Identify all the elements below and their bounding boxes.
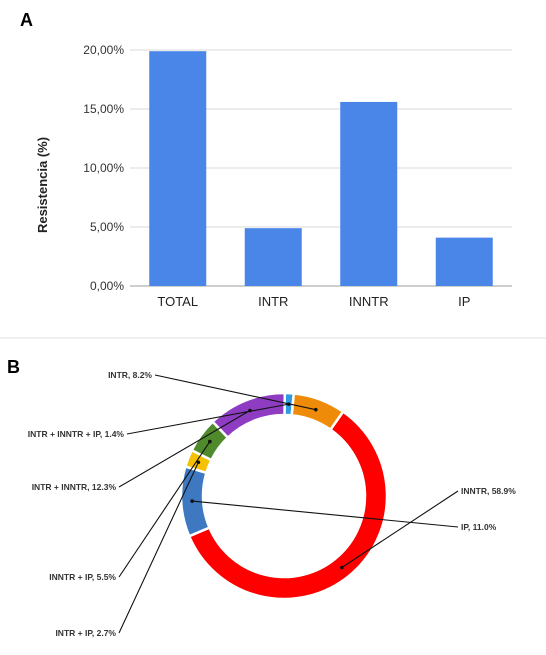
leader-dot [340,565,344,570]
bars [149,51,493,287]
leader-dot [208,439,212,444]
leader-line [154,374,316,411]
leader-dot [196,460,201,465]
bar-chart: A Resistencia (%) 0,00% 5,00% 10,00% 15,00%… [20,10,512,309]
y-tick-label: 15,00% [83,102,124,116]
category-label-total: TOTAL [157,294,198,309]
bar-ip [435,237,493,286]
y-tick-labels: 0,00% 5,00% 10,00% 15,00% 20,00% [83,43,124,293]
slice-labels: INNTR, 58.9% IP, 11.0% INTR + IP, 2.7% INNT… [28,370,516,638]
leader-lines [118,374,459,634]
category-labels: TOTAL INTR INNTR IP [157,294,470,309]
y-tick-label: 0,00% [90,279,124,293]
slice-label-ip: IP, 11.0% [461,522,497,532]
donut-slice-intr [290,392,345,432]
leader-dot [190,499,194,503]
bar-intr [244,228,302,286]
y-axis-label: Resistencia (%) [35,137,50,233]
leader-dot [314,407,318,412]
donut-slices [179,391,389,601]
y-tick-label: 5,00% [90,220,124,234]
category-label-inntr: INNTR [349,294,389,309]
y-tick-label: 20,00% [83,43,124,57]
panel-label-b: B [7,357,20,377]
slice-label-inntr-ip: INNTR + IP, 5.5% [49,572,116,582]
slice-label-intr-inntr: INTR + INNTR, 12.3% [32,482,117,492]
leader-line [118,441,211,578]
leader-line [126,403,289,435]
leader-line [341,490,459,568]
leader-line [118,410,251,488]
donut-slice-intr-inntr [210,391,287,440]
y-tick-label: 10,00% [83,161,124,175]
category-label-ip: IP [458,294,470,309]
donut-chart: B INNTR, 58.9%IP, 11.0%INTR + IP, 2.7%IN… [7,357,516,638]
category-label-intr: INTR [258,294,288,309]
leader-line [192,500,459,528]
slice-label-inntr: INNTR, 58.9% [461,486,516,496]
bar-total [149,51,207,287]
bar-inntr [340,101,398,286]
slice-label-intr-inntr-ip: INTR + INNTR + IP, 1.4% [28,429,125,439]
leader-line [118,462,199,634]
panel-label-a: A [20,10,33,30]
slice-label-intr: INTR, 8.2% [108,370,152,380]
slice-label-intr-ip: INTR + IP, 2.7% [55,628,116,638]
